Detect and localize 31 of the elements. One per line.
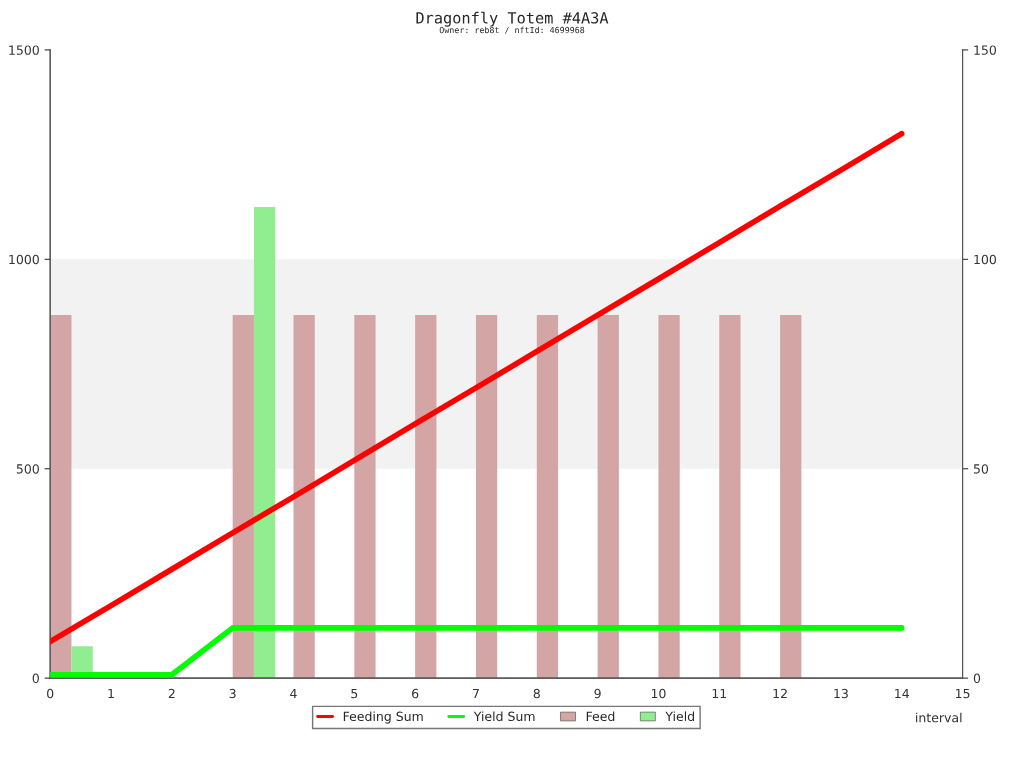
legend-label: Yield Sum	[473, 711, 535, 722]
x-tick-label: 5	[351, 688, 358, 699]
y2-tick-label: 0	[973, 673, 981, 684]
x-tick-label: 0	[47, 688, 54, 699]
x-tick-label: 4	[290, 688, 297, 699]
x-tick-label: 10	[651, 688, 666, 699]
chart-title: Dragonfly Totem #4A3A	[416, 11, 609, 27]
x-tick-label: 8	[533, 688, 540, 699]
chart-subtitle: Owner: reb8t / nftId: 4699968	[439, 26, 585, 34]
legend-label: Yield	[665, 711, 694, 722]
x-tick-label: 7	[473, 688, 479, 699]
x-tick-label: 9	[594, 688, 601, 699]
x-tick-label: 2	[168, 688, 175, 699]
x-tick-label: 1	[108, 688, 114, 699]
y-tick-label: 1500	[9, 45, 39, 55]
y-tick-label: 1000	[9, 254, 39, 265]
x-axis-title: interval	[916, 712, 962, 723]
x-tick-label: 13	[834, 688, 848, 699]
x-tick-label: 6	[412, 688, 419, 699]
legend-label: Feeding Sum	[343, 711, 423, 724]
y-tick-label: 0	[32, 673, 39, 684]
y2-tick-label: 150	[974, 45, 997, 55]
x-tick-label: 3	[229, 688, 236, 699]
y2-tick-label: 50	[973, 464, 989, 474]
x-tick-label: 11	[712, 688, 727, 699]
x-tick-label: 14	[895, 688, 909, 699]
x-tick-label: 12	[773, 688, 787, 699]
y-tick-label: 500	[16, 464, 39, 474]
legend-label: Feed	[586, 711, 615, 722]
y2-tick-label: 100	[974, 254, 997, 265]
x-tick-label: 15	[955, 688, 970, 699]
